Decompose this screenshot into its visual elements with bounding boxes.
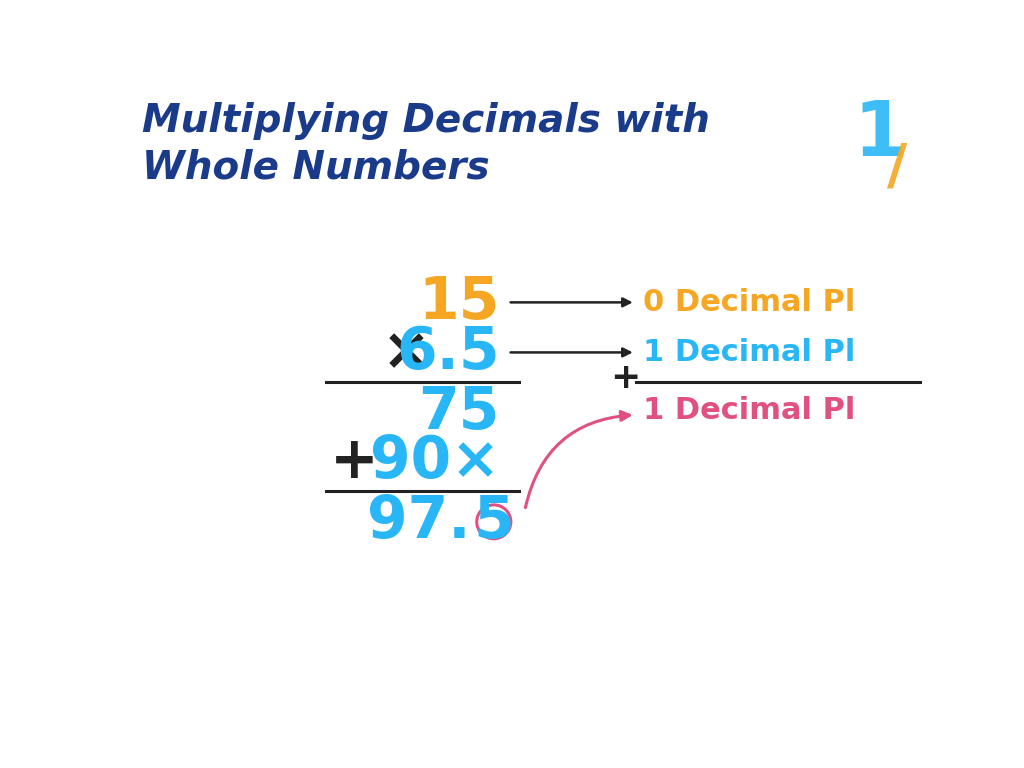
- Text: 15: 15: [419, 274, 500, 331]
- Text: 1: 1: [854, 98, 907, 172]
- Text: Multiplying Decimals with: Multiplying Decimals with: [142, 102, 710, 141]
- Text: 97.: 97.: [367, 493, 471, 551]
- FancyArrowPatch shape: [525, 412, 630, 508]
- Text: +: +: [610, 361, 641, 395]
- Text: 5: 5: [473, 493, 514, 551]
- Text: ×: ×: [382, 324, 431, 381]
- Text: 75: 75: [419, 384, 500, 441]
- Text: 0 Decimal Pl: 0 Decimal Pl: [643, 288, 856, 317]
- Text: Whole Numbers: Whole Numbers: [142, 148, 489, 187]
- Text: +: +: [330, 433, 378, 490]
- Text: /: /: [887, 141, 907, 194]
- Text: 6.5: 6.5: [396, 324, 500, 381]
- Text: 90×: 90×: [370, 433, 500, 490]
- Text: 1 Decimal Pl: 1 Decimal Pl: [643, 338, 856, 367]
- Text: 1 Decimal Pl: 1 Decimal Pl: [643, 396, 856, 425]
